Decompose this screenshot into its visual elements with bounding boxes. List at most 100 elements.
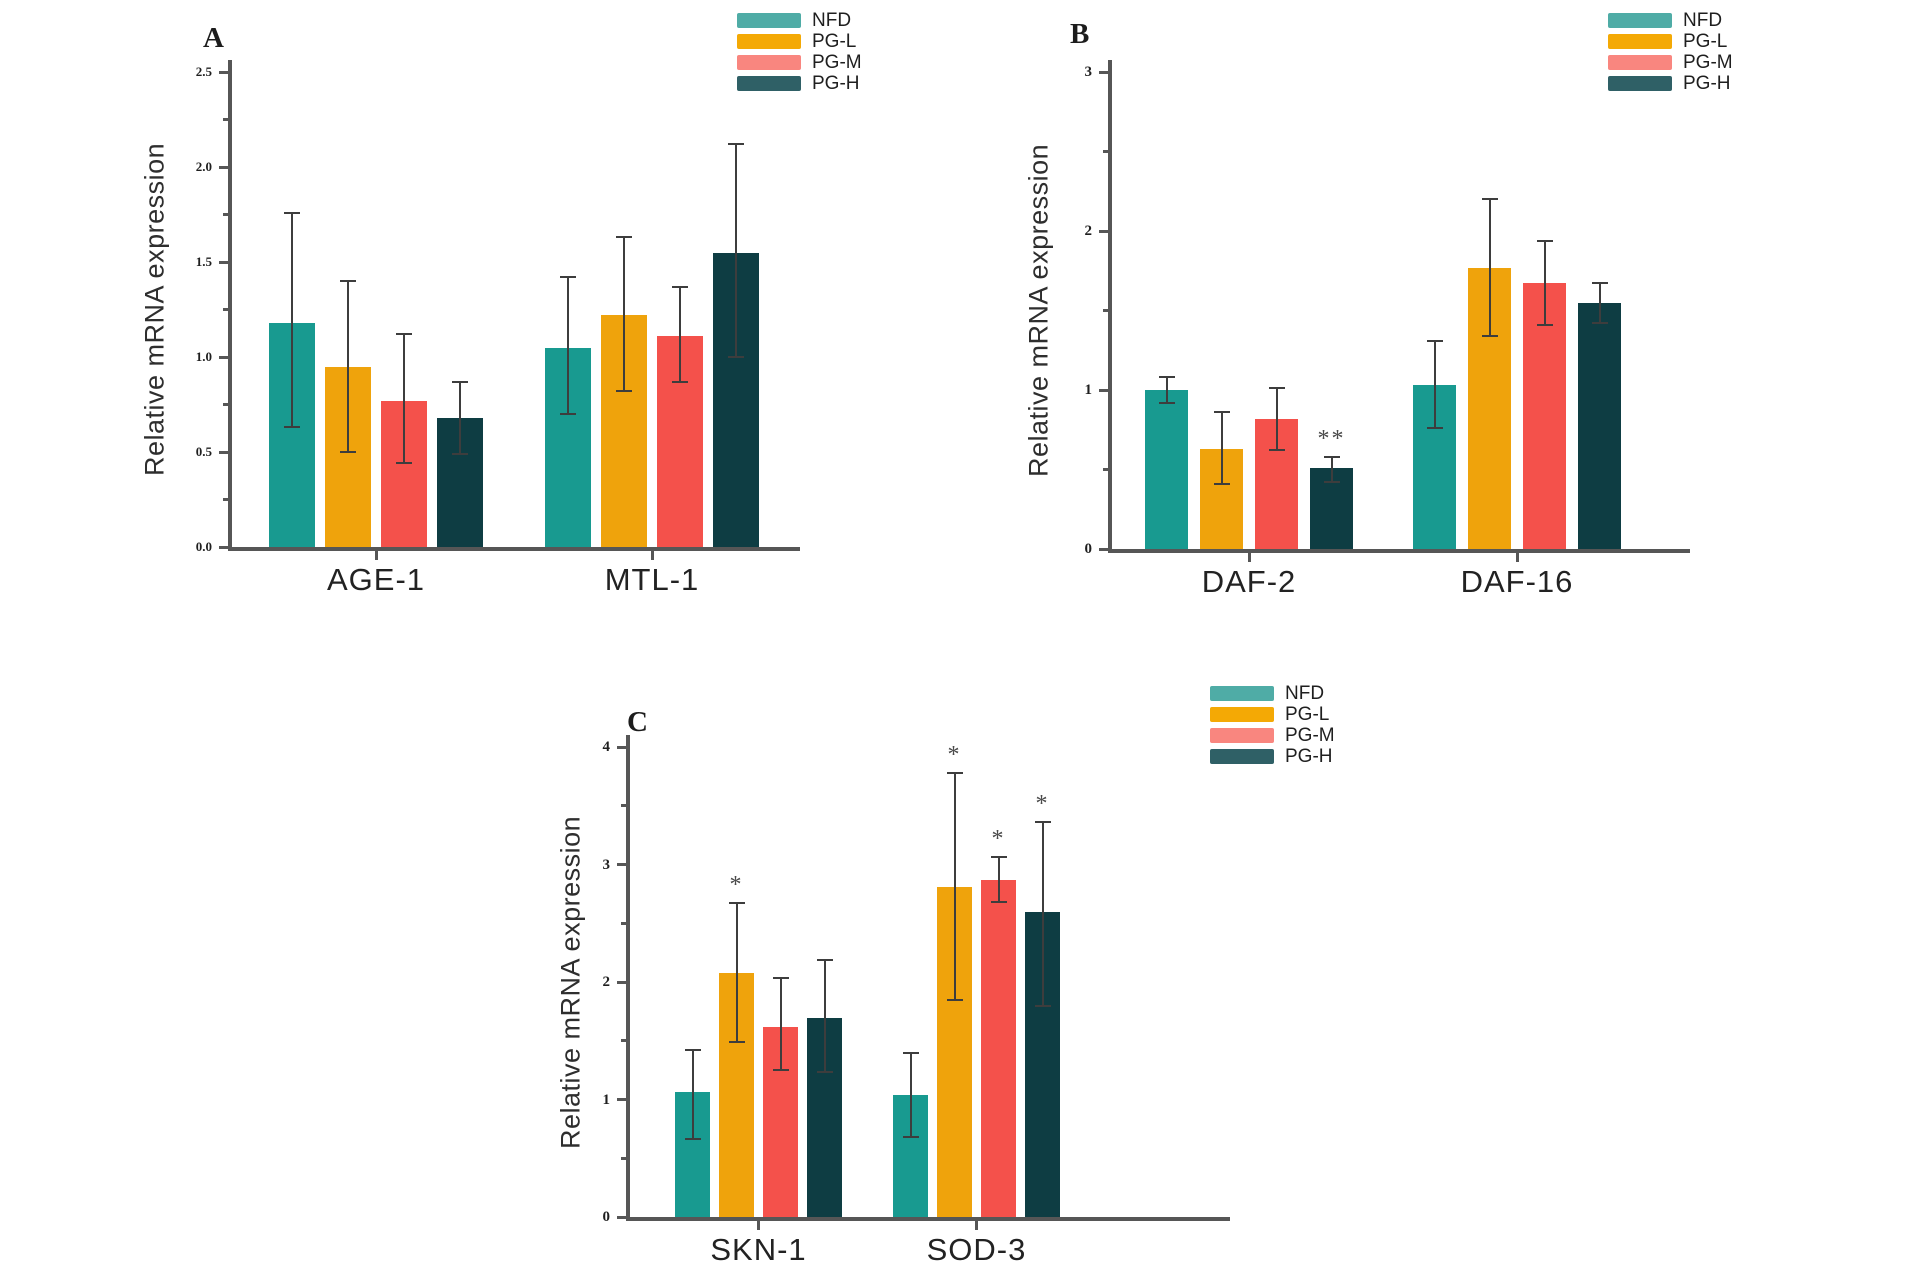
error-bar-cap-bottom — [772, 1069, 789, 1072]
error-bar — [623, 237, 625, 392]
legend-c: NFD PG-L PG-M PG-H — [1210, 684, 1335, 770]
legend-row-nfd: NFD — [1210, 684, 1335, 703]
legend-swatch-pg-l — [1608, 34, 1672, 49]
x-tick — [374, 551, 378, 560]
error-bar-cap-top — [672, 285, 688, 288]
error-bar-cap-top — [284, 211, 300, 214]
error-bar-cap-top — [728, 902, 745, 905]
bar-pg-h — [1578, 302, 1621, 549]
error-bar-cap-top — [616, 236, 632, 239]
legend-row-pg-h: PG-H — [1210, 747, 1335, 766]
y-tick-minor — [223, 308, 228, 311]
significance-marker: * — [947, 741, 962, 768]
x-axis-line — [626, 1217, 1230, 1221]
significance-marker: * — [729, 872, 744, 899]
y-tick-label: 3 — [1084, 64, 1093, 80]
error-bar-cap-bottom — [946, 998, 963, 1001]
error-bar-cap-bottom — [560, 413, 576, 415]
y-tick-label: 0.0 — [195, 539, 212, 554]
legend-label-pg-l: PG-L — [1285, 704, 1330, 725]
y-tick-minor — [1103, 309, 1108, 312]
error-bar-cap-bottom — [1034, 1004, 1051, 1007]
error-bar-cap-bottom — [1426, 427, 1443, 430]
legend-row-pg-h: PG-H — [737, 74, 862, 93]
y-tick-minor — [223, 403, 228, 406]
panel-label-b: B — [1070, 18, 1090, 50]
error-bar-cap-top — [1481, 198, 1498, 201]
error-bar-cap-top — [990, 856, 1007, 859]
y-tick-label: 2 — [602, 974, 611, 990]
y-tick-major — [617, 980, 626, 984]
significance-marker: ** — [1317, 425, 1346, 452]
error-bar-cap-top — [560, 276, 576, 279]
x-axis-line — [1108, 549, 1690, 553]
error-bar-cap-bottom — [1213, 482, 1230, 485]
error-bar-cap-bottom — [816, 1071, 833, 1074]
error-bar-cap-bottom — [1481, 334, 1498, 337]
y-tick-label: 1.0 — [195, 349, 212, 364]
legend-label-pg-l: PG-L — [1683, 31, 1728, 52]
y-tick-label: 1 — [602, 1091, 611, 1108]
legend-swatch-pg-l — [1210, 707, 1274, 722]
y-tick-major — [1099, 70, 1108, 74]
error-bar — [909, 1052, 912, 1138]
legend-row-nfd: NFD — [1608, 10, 1733, 31]
legend-swatch-pg-l — [737, 34, 801, 49]
error-bar-cap-bottom — [990, 901, 1007, 904]
y-tick-minor — [223, 118, 228, 121]
error-bar — [459, 381, 461, 454]
y-tick-minor — [621, 1156, 626, 1160]
legend-swatch-pg-h — [1608, 76, 1672, 91]
error-bar-cap-bottom — [616, 390, 632, 393]
y-tick-label: 2.0 — [195, 159, 212, 174]
error-bar — [679, 286, 681, 382]
error-bar-cap-bottom — [1323, 481, 1340, 484]
y-tick-label: 2 — [1084, 223, 1093, 239]
error-bar-cap-bottom — [1591, 322, 1608, 325]
error-bar-cap-top — [772, 977, 789, 980]
error-bar — [1598, 283, 1601, 324]
error-bar — [347, 281, 349, 452]
y-tick-major — [219, 70, 228, 74]
error-bar — [1433, 340, 1436, 429]
x-category-label: SOD-3 — [926, 1232, 1027, 1267]
error-bar-cap-bottom — [452, 452, 468, 455]
y-tick-label: 1 — [1084, 382, 1093, 398]
error-bar-cap-bottom — [728, 1040, 745, 1043]
y-axis-line — [228, 60, 232, 547]
legend-row-pg-h: PG-H — [1608, 74, 1733, 93]
y-axis-line — [626, 735, 630, 1217]
error-bar — [735, 144, 737, 357]
y-tick-major — [1099, 547, 1108, 551]
y-tick-major — [1099, 229, 1108, 233]
x-tick — [757, 1221, 760, 1230]
error-bar — [1220, 412, 1223, 484]
x-category-label: AGE-1 — [326, 562, 426, 597]
y-tick-label: 0 — [602, 1209, 611, 1225]
x-axis-line — [228, 547, 800, 551]
legend-row-pg-l: PG-L — [737, 32, 862, 51]
error-bar-cap-bottom — [1536, 323, 1553, 326]
error-bar — [1330, 456, 1333, 483]
error-bar-cap-bottom — [902, 1136, 919, 1139]
error-bar-cap-top — [946, 771, 963, 774]
y-tick-minor — [1103, 468, 1108, 471]
legend-row-pg-m: PG-M — [1210, 725, 1335, 746]
x-tick — [975, 1221, 978, 1230]
error-bar-cap-top — [1268, 387, 1285, 390]
legend-row-pg-m: PG-M — [1608, 53, 1733, 72]
y-tick-label: 0 — [1084, 541, 1093, 557]
error-bar-cap-top — [1034, 821, 1051, 824]
legend-swatch-nfd — [1608, 13, 1672, 28]
legend-row-pg-l: PG-L — [1210, 704, 1335, 725]
y-tick-major — [1099, 388, 1108, 392]
x-category-label: DAF-16 — [1460, 564, 1574, 599]
error-bar-cap-bottom — [396, 462, 412, 465]
legend-label-pg-m: PG-M — [1285, 725, 1335, 746]
y-tick-major — [617, 745, 626, 749]
legend-label-nfd: NFD — [1683, 10, 1723, 31]
error-bar-cap-top — [340, 280, 356, 282]
error-bar — [735, 903, 738, 1042]
